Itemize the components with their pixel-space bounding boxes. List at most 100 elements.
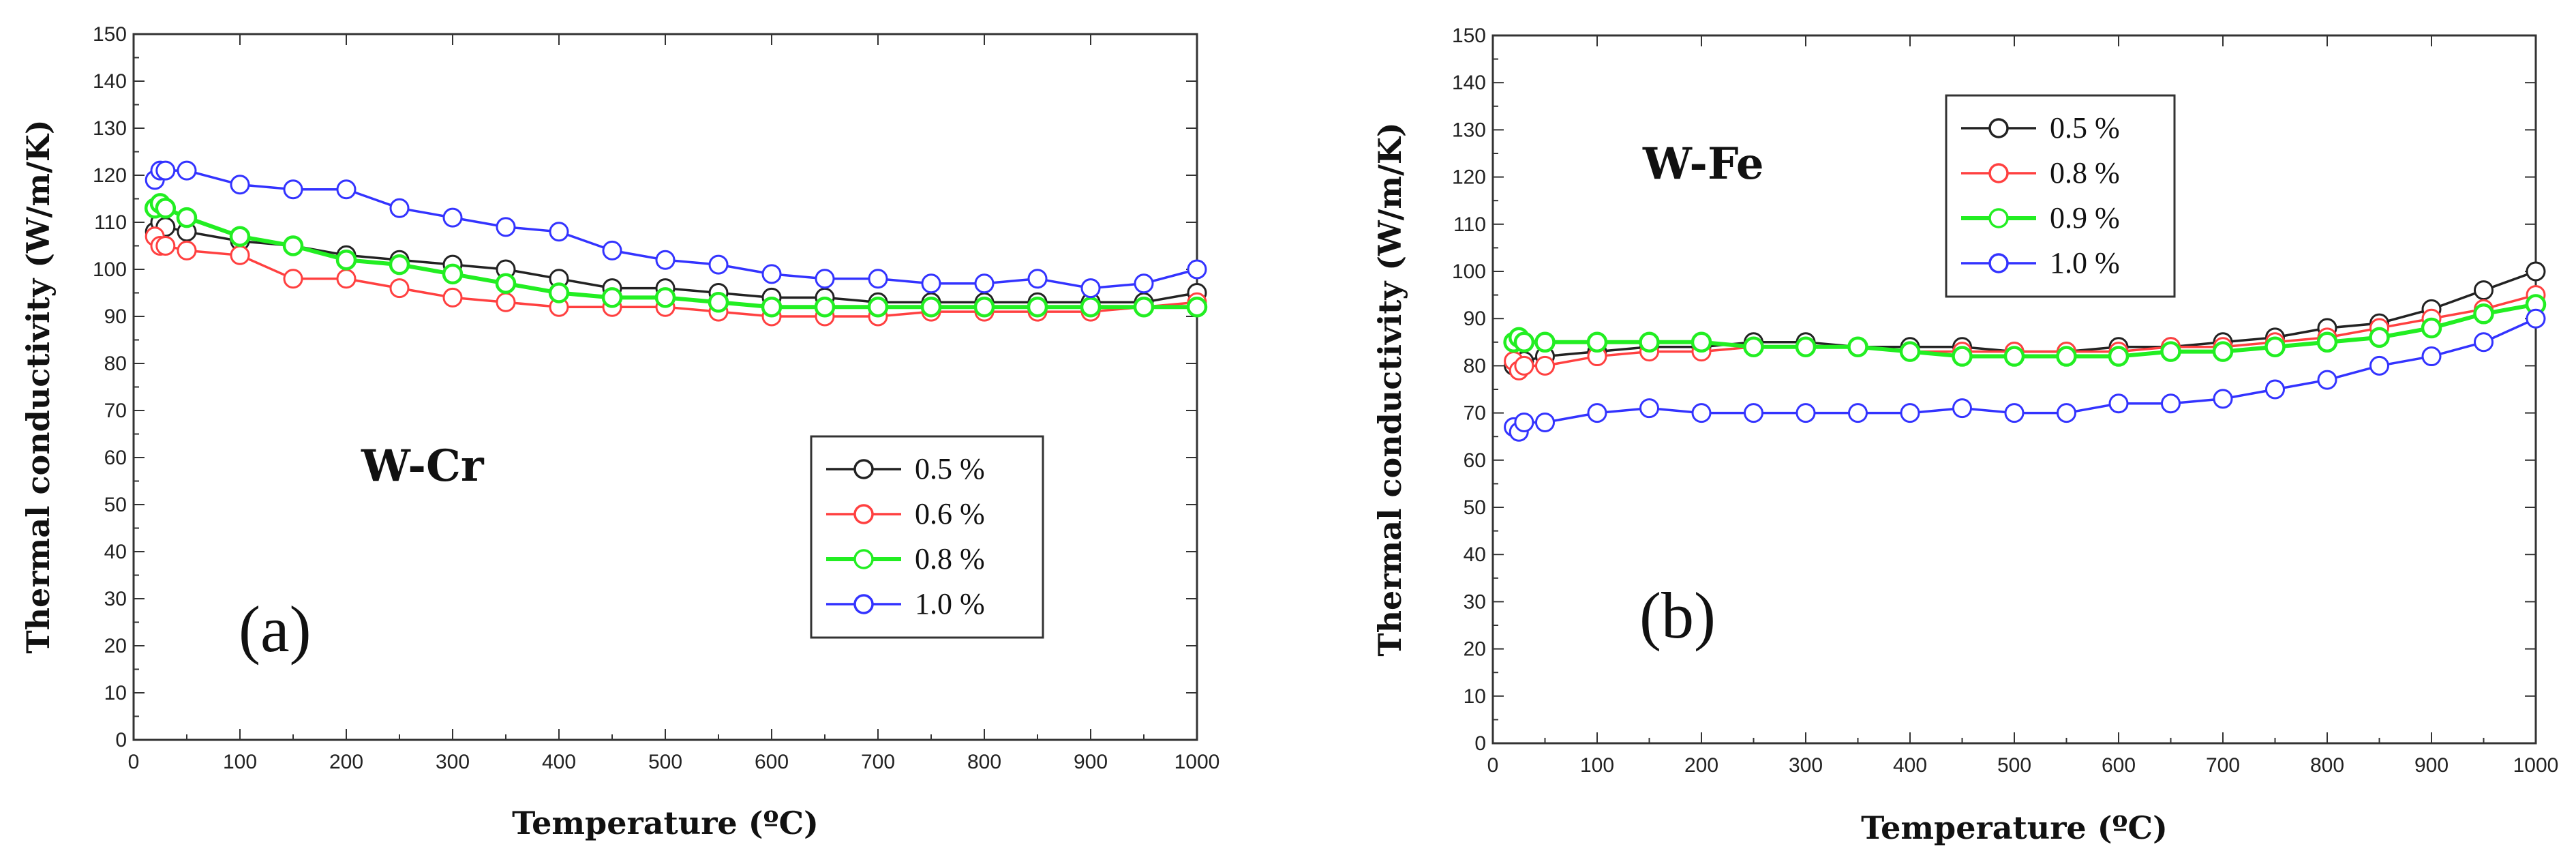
- data-point: [282, 235, 304, 256]
- panel-label-b: (b): [1639, 579, 1716, 652]
- x-tick-label: 0: [1487, 754, 1499, 777]
- data-point: [1513, 331, 1535, 353]
- data-point: [2057, 403, 2076, 423]
- data-point: [1534, 331, 1556, 353]
- y-tick-label: 130: [93, 117, 127, 140]
- y-tick-label: 60: [1464, 449, 1486, 472]
- x-tick-label: 300: [1789, 754, 1823, 777]
- series-line-3: [153, 200, 1197, 310]
- data-point: [2056, 346, 2077, 367]
- data-point: [2474, 332, 2494, 353]
- x-tick-label: 400: [542, 751, 576, 773]
- data-point: [1847, 336, 1868, 357]
- data-point: [177, 160, 197, 181]
- data-point: [389, 254, 410, 275]
- data-point: [2317, 370, 2337, 390]
- legend-b: 0.5 % 0.8 % 0.9 % 1.0 %: [1945, 94, 2176, 298]
- x-tick-label: 500: [1997, 754, 2031, 777]
- y-tick-label: 110: [1453, 213, 1486, 236]
- x-tick-label: 500: [648, 751, 682, 773]
- data-point: [1187, 259, 1207, 280]
- data-point: [814, 296, 836, 318]
- data-point: [2316, 331, 2338, 353]
- data-point: [1848, 403, 1868, 423]
- data-point: [1134, 273, 1154, 294]
- y-tick-label: 20: [1464, 638, 1486, 661]
- data-point: [1027, 296, 1048, 318]
- legend-swatch-marker: [1988, 163, 2009, 183]
- data-point: [2108, 393, 2129, 414]
- legend-label: 0.9 %: [2050, 201, 2120, 235]
- data-point: [177, 240, 197, 260]
- data-point: [336, 269, 357, 289]
- series-group-b: [1503, 261, 2547, 442]
- data-point: [921, 273, 941, 294]
- y-tick-label: 20: [104, 635, 127, 657]
- y-tick-label: 110: [94, 211, 127, 234]
- x-tick-label: 700: [861, 751, 895, 773]
- data-point: [442, 207, 463, 228]
- x-tick-label: 200: [1684, 754, 1718, 777]
- x-tick-label: 1000: [2513, 754, 2559, 777]
- y-tick-label: 50: [104, 494, 127, 516]
- data-point: [442, 287, 463, 308]
- y-tick-label: 60: [104, 447, 127, 469]
- y-tick-label: 10: [104, 682, 127, 704]
- y-tick-label: 50: [1464, 496, 1486, 519]
- chart-panel-a: 0 10 20 30 40 50 60 70 80 90 100 110 120 130 140 150 0 1…: [20, 23, 1219, 841]
- data-point: [973, 296, 995, 318]
- data-point: [2003, 346, 2025, 367]
- x-ticks-a: 0 100 200 300 400 500 600 700 800 900 1000: [128, 34, 1220, 773]
- data-point: [761, 264, 782, 284]
- x-tick-label: 600: [755, 751, 789, 773]
- x-tick-label: 100: [1580, 754, 1614, 777]
- x-tick-label: 900: [2414, 754, 2449, 777]
- data-point: [1586, 331, 1608, 353]
- y-tick-label: 150: [93, 23, 127, 46]
- legend-swatch-marker: [853, 549, 874, 569]
- y-tick-label: 40: [104, 541, 127, 563]
- data-point: [176, 207, 198, 228]
- y-axis-title-a: Thermal conductivity (W/m/K): [20, 119, 57, 653]
- data-point: [1795, 403, 1816, 423]
- legend-swatch-marker: [1988, 253, 2009, 273]
- x-tick-label: 300: [436, 751, 470, 773]
- y-ticks-a: 0 10 20 30 40 50 60 70 80 90 100 110 120 130 140 150: [93, 23, 1197, 751]
- data-point: [495, 273, 517, 294]
- legend-swatch-marker: [853, 459, 874, 479]
- data-point: [155, 198, 177, 219]
- data-point: [2526, 261, 2546, 282]
- data-point: [1899, 341, 1921, 362]
- y-axis-title-b: Thermal conductivity (W/m/K): [1372, 122, 1408, 656]
- data-point: [2369, 355, 2389, 376]
- y-tick-label: 140: [1452, 72, 1486, 94]
- x-tick-label: 1000: [1175, 751, 1220, 773]
- data-point: [602, 240, 622, 260]
- y-tick-label: 80: [1464, 355, 1486, 377]
- data-point: [1080, 278, 1101, 299]
- legend-label: 0.5 %: [2050, 111, 2120, 145]
- data-point: [1514, 355, 1534, 376]
- y-tick-label: 140: [93, 70, 127, 93]
- y-tick-label: 90: [1464, 308, 1486, 330]
- data-point: [1691, 403, 1712, 423]
- legend-label: 1.0 %: [915, 587, 985, 621]
- legend-a: 0.5 % 0.6 % 0.8 % 1.0 %: [810, 435, 1044, 639]
- data-point: [389, 278, 410, 299]
- panel-label-a: (a): [239, 593, 312, 666]
- data-point: [868, 269, 888, 289]
- x-tick-label: 800: [967, 751, 1001, 773]
- y-tick-label: 30: [104, 588, 127, 610]
- legend-label: 0.5 %: [915, 452, 985, 486]
- x-tick-label: 600: [2102, 754, 2136, 777]
- data-point: [1133, 296, 1155, 318]
- data-point: [2213, 389, 2233, 409]
- data-point: [336, 179, 357, 200]
- legend-swatch-marker: [1988, 118, 2009, 138]
- data-point: [1587, 403, 1607, 423]
- x-tick-label: 200: [329, 751, 363, 773]
- alloy-label-b: W-Fe: [1642, 138, 1764, 190]
- data-point: [2004, 403, 2025, 423]
- legend-label: 0.8 %: [915, 542, 985, 576]
- data-point: [1186, 296, 1208, 318]
